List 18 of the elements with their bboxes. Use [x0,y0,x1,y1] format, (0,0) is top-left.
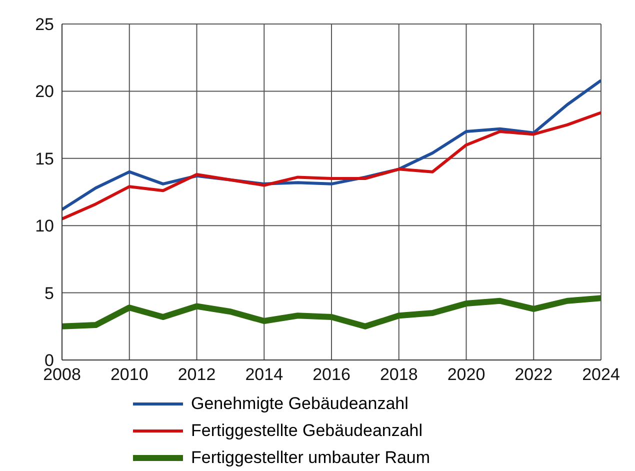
line-series [62,111,601,220]
x-tick-label: 2018 [380,365,418,384]
x-tick-label: 2010 [110,365,148,384]
legend-label: Genehmigte Gebäudeanzahl [191,394,408,414]
legend-label: Fertiggestellte Gebäudeanzahl [191,420,423,440]
y-tick-label: 15 [35,149,54,168]
y-tick-label: 25 [35,15,54,34]
x-tick-label: 2014 [245,365,284,384]
x-tick-label: 2008 [43,365,81,384]
y-tick-label: 5 [44,284,54,303]
y-tick-label: 20 [35,82,54,102]
x-tick-label: 2020 [447,365,486,384]
x-tick-label: 2012 [178,365,216,384]
legend-label: Fertiggestellter umbauter Raum [191,448,430,468]
y-tick-label: 10 [35,216,54,236]
x-tick-label: 2022 [514,365,553,384]
x-tick-label: 2024 [582,365,620,384]
x-tick-label: 2016 [312,365,350,384]
